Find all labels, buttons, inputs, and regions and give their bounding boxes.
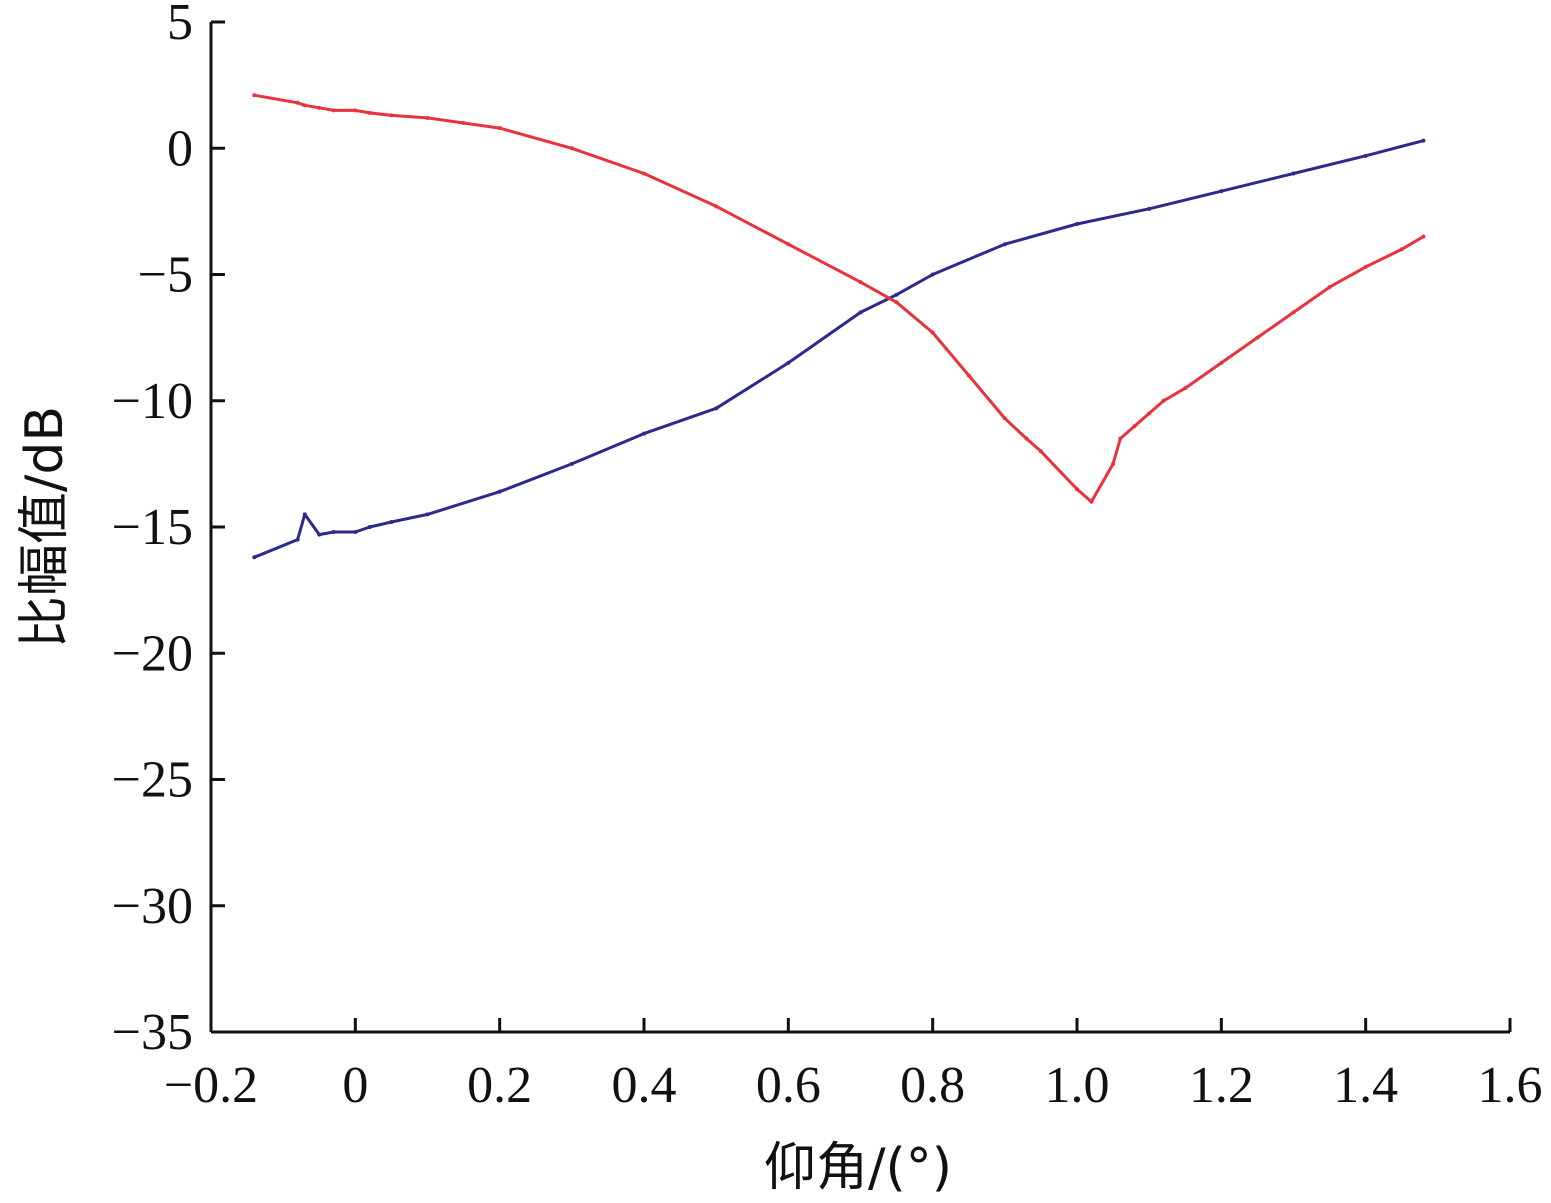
series-2-point [894, 300, 899, 305]
series-1-point [1363, 153, 1368, 158]
y-tick-label: −25 [112, 752, 193, 809]
series-line-2 [254, 93, 1425, 504]
series-1-point [425, 512, 430, 517]
y-axis-title: 比幅值/dB [15, 406, 75, 648]
series-2-point [353, 108, 358, 113]
series-2-point [1111, 461, 1116, 466]
series-1-point [295, 537, 300, 542]
series-2-point [1089, 499, 1094, 504]
x-tick-label: 1.2 [1189, 1057, 1254, 1114]
series-2-point [1161, 398, 1166, 403]
series-2-point [317, 105, 322, 110]
series-2-point [1421, 234, 1426, 239]
series-2-point [1075, 487, 1079, 492]
series-2-point [1399, 247, 1404, 252]
series-2-point [367, 110, 372, 115]
x-tick-label: 1.0 [1045, 1057, 1110, 1114]
x-tick-label: 0.2 [467, 1057, 532, 1114]
series-2-point [331, 108, 336, 113]
series-2-point [425, 115, 430, 120]
y-tick-label: −5 [138, 247, 193, 304]
series-2-point [642, 171, 646, 176]
series-2-point [252, 93, 257, 98]
chart-axes [209, 22, 1510, 1034]
series-2-point [1118, 436, 1123, 441]
series-1-point [353, 530, 358, 535]
x-tick-label: 1.4 [1333, 1057, 1398, 1114]
series-1-point [1002, 242, 1007, 247]
series-2-point [1255, 335, 1260, 340]
series-2-point [1219, 360, 1224, 365]
y-tick-label: −15 [112, 499, 193, 556]
y-tick-label: 0 [167, 120, 193, 177]
x-axis-ticks: −0.2 0 0.2 0.4 0.6 0.8 1.0 1.2 1.4 1.6 [164, 1018, 1543, 1114]
series-2-point [389, 113, 394, 118]
y-tick-label: −10 [112, 373, 193, 430]
series-2-point [569, 146, 574, 151]
series-2-point [302, 103, 307, 108]
series-1-point [1075, 222, 1079, 226]
series-2-point [1132, 424, 1137, 428]
series-2-point [1291, 310, 1296, 315]
x-tick-label: −0.2 [164, 1057, 258, 1114]
series-1-point [1421, 138, 1426, 143]
series-line-1 [253, 139, 1424, 559]
series-2-point [497, 126, 502, 131]
series-1-point [894, 292, 899, 297]
series-2-point [930, 330, 935, 335]
series-2-point [858, 280, 863, 285]
series-1-point [389, 519, 394, 524]
series-1-point [786, 360, 791, 365]
series-1-point [714, 406, 719, 411]
y-tick-label: −20 [112, 625, 193, 682]
series-2-point [714, 204, 719, 209]
series-layer [252, 93, 1426, 560]
series-2-point [1183, 386, 1188, 391]
x-tick-label: 1.6 [1478, 1057, 1543, 1114]
series-1-point [930, 272, 935, 277]
series-2-point [1363, 264, 1368, 269]
series-2-point [1038, 449, 1043, 454]
series-1-point [1219, 189, 1224, 194]
series-2-point [461, 121, 466, 125]
series-1-point [367, 525, 372, 529]
x-tick-label: 0.8 [900, 1057, 965, 1114]
x-tick-label: 0.6 [756, 1057, 821, 1114]
series-2-point [1002, 416, 1007, 421]
series-2-point [966, 373, 971, 378]
series-1-point [1147, 206, 1152, 211]
series-2-point [1327, 285, 1332, 290]
x-tick-label: 0 [342, 1057, 368, 1114]
series-1-point [1291, 171, 1296, 176]
series-1-point [569, 461, 574, 466]
x-tick-label: 0.4 [612, 1057, 677, 1114]
y-axis-ticks: 5 0 −5 −10 −15 −20 −25 −30 −35 [112, 0, 225, 1061]
series-2-point [1024, 436, 1029, 441]
series-1-point [497, 489, 502, 494]
series-2-point [786, 242, 791, 247]
series-2-point [1147, 411, 1152, 416]
series-1-point [317, 532, 322, 537]
series-1-point [302, 512, 307, 517]
series-2-point [295, 100, 300, 105]
series-1-point [858, 310, 863, 315]
y-tick-label: 5 [167, 0, 193, 51]
x-axis-title: 仰角/(°) [764, 1138, 952, 1198]
series-1-point [252, 555, 257, 560]
series-1-point [642, 431, 646, 436]
y-tick-label: −30 [112, 878, 193, 935]
y-tick-label: −35 [112, 1004, 193, 1061]
series-1-point [331, 530, 336, 535]
